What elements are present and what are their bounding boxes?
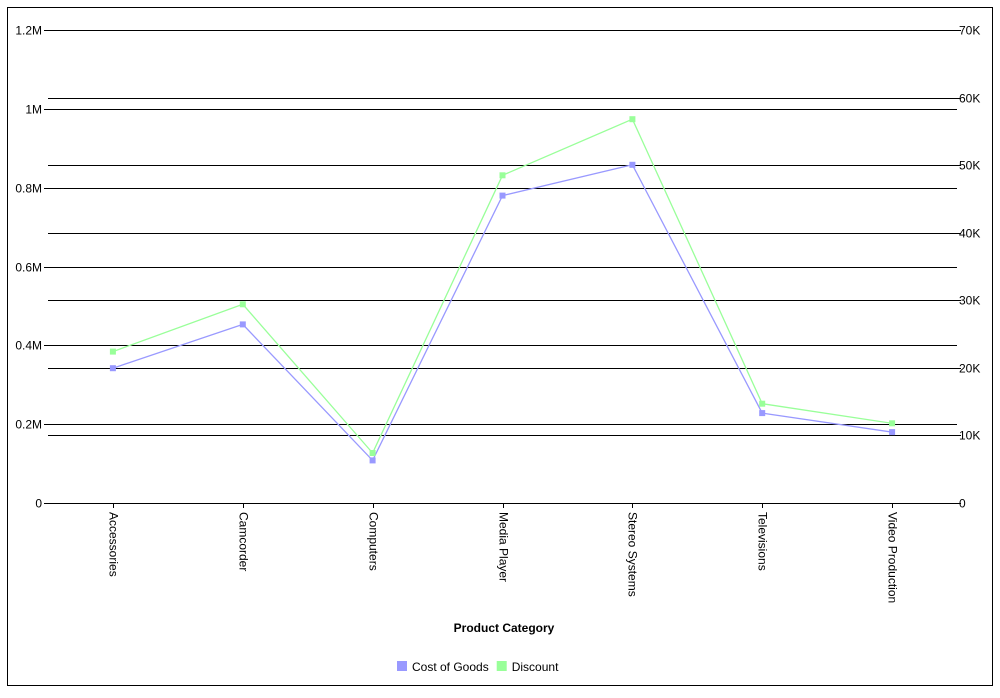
data-point xyxy=(369,457,376,464)
legend-swatch xyxy=(496,661,507,671)
chart-frame xyxy=(7,7,993,686)
right-tick-label: 70K xyxy=(959,24,980,38)
left-tick-label: 0.6M xyxy=(15,261,42,275)
left-tick-label: 0.2M xyxy=(15,418,42,432)
left-tick-label: 0.4M xyxy=(15,339,42,353)
left-tick-label: 1.2M xyxy=(15,24,42,38)
data-point xyxy=(499,172,506,179)
data-point xyxy=(759,410,766,417)
left-tick-label: 0.8M xyxy=(15,182,42,196)
data-point xyxy=(629,116,636,123)
right-tick-label: 40K xyxy=(959,227,980,241)
data-point xyxy=(109,348,116,355)
right-tick-label: 20K xyxy=(959,362,980,376)
right-tick-label: 10K xyxy=(959,429,980,443)
data-point xyxy=(239,301,246,308)
right-tick-label: 30K xyxy=(959,294,980,308)
data-point xyxy=(499,192,506,199)
legend-label: Discount xyxy=(512,660,559,674)
legend-label: Cost of Goods xyxy=(412,660,489,674)
right-axis-ticks: 0 10K 20K 30K 40K 50K 60K 70K xyxy=(957,24,980,511)
data-point xyxy=(629,161,636,168)
legend-swatch xyxy=(397,661,407,671)
category-label: Computers xyxy=(367,512,381,571)
data-point xyxy=(759,400,766,407)
category-label: Accessories xyxy=(107,512,121,577)
category-label: Stereo Systems xyxy=(626,512,640,597)
data-point xyxy=(369,450,376,456)
legend: Cost of Goods Discount xyxy=(397,660,559,674)
left-axis-ticks: 0 0.2M 0.4M 0.6M 0.8M 1M 1.2M xyxy=(15,24,48,511)
left-tick-label: 0 xyxy=(35,497,42,511)
left-tick-label: 1M xyxy=(25,103,42,117)
category-label: Camcorder xyxy=(237,512,251,571)
data-point xyxy=(889,420,896,427)
data-point xyxy=(889,429,896,436)
category-label: Media Player xyxy=(497,512,511,582)
category-ticks: Accessories Camcorder Computers Media Playe… xyxy=(107,503,900,603)
series xyxy=(109,116,896,464)
category-label: Video Production xyxy=(886,512,900,603)
x-axis-title: Product Category xyxy=(454,621,555,635)
category-label: Televisions xyxy=(756,512,770,571)
right-tick-label: 0 xyxy=(959,497,966,511)
data-point xyxy=(109,365,116,372)
right-tick-label: 60K xyxy=(959,92,980,106)
data-point xyxy=(239,321,246,328)
right-tick-label: 50K xyxy=(959,159,980,173)
